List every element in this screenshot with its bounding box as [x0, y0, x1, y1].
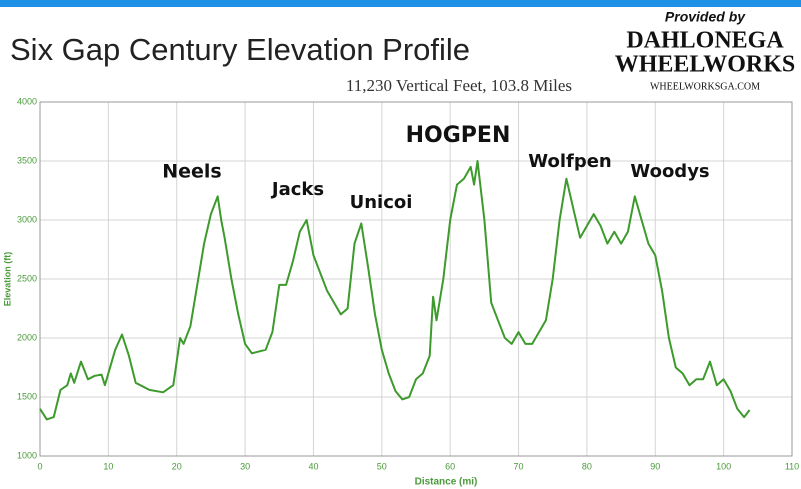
top-bar [0, 0, 801, 7]
y-tick-label: 2000 [17, 332, 37, 342]
x-tick-label: 60 [445, 461, 455, 471]
peak-label: Neels [162, 161, 222, 183]
x-tick-label: 70 [514, 461, 524, 471]
chart-title: Six Gap Century Elevation Profile [10, 32, 470, 67]
x-tick-label: 90 [650, 461, 660, 471]
x-tick-label: 80 [582, 461, 592, 471]
y-tick-label: 2500 [17, 273, 37, 283]
peak-label: HOGPEN [406, 123, 511, 148]
x-tick-label: 20 [172, 461, 182, 471]
x-tick-label: 50 [377, 461, 387, 471]
x-tick-label: 100 [716, 461, 731, 471]
y-tick-label: 4000 [17, 96, 37, 106]
x-tick-label: 110 [785, 461, 799, 471]
x-tick-label: 10 [103, 461, 113, 471]
x-axis-label: Distance (mi) [415, 477, 478, 488]
x-tick-label: 0 [37, 461, 42, 471]
plot-frame [39, 101, 793, 457]
credit: WHEELWORKSGA.COM [650, 81, 760, 92]
peak-label: Woodys [630, 161, 709, 182]
y-tick-label: 3500 [17, 155, 37, 165]
credit: DAHLONEGA [626, 28, 784, 54]
peak-label: Unicoi [350, 192, 413, 213]
y-tick-label: 1000 [17, 450, 37, 460]
credit: WHEELWORKS [615, 52, 796, 78]
y-axis-label: Elevation (ft) [2, 252, 12, 307]
credit: Provided by [665, 9, 746, 25]
x-tick-label: 40 [308, 461, 318, 471]
peak-label: Jacks [270, 179, 324, 200]
x-tick-label: 30 [240, 461, 250, 471]
chart-subtitle: 11,230 Vertical Feet, 103.8 Miles [346, 76, 572, 95]
elevation-line [39, 160, 751, 421]
y-tick-label: 1500 [17, 391, 37, 401]
peak-label: Wolfpen [528, 151, 612, 172]
y-tick-label: 3000 [17, 214, 37, 224]
